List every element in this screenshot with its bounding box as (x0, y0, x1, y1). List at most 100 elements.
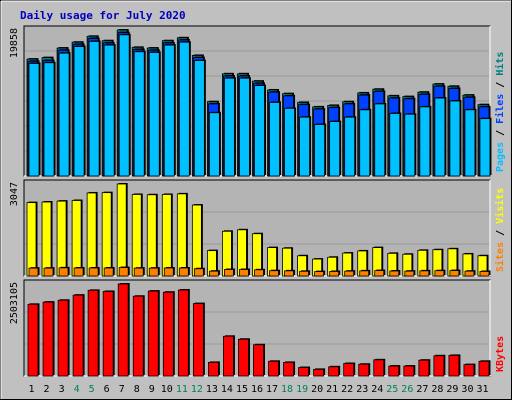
bar-pages (344, 116, 356, 177)
bar-sites (434, 270, 445, 277)
bar-visits (26, 202, 37, 277)
bar-sites (269, 270, 279, 277)
bar-sites (178, 267, 189, 277)
bar-kbytes (177, 289, 189, 377)
x-tick-label: 24 (371, 384, 383, 395)
legend-item-files: Files (494, 94, 506, 124)
bar-sites (449, 270, 460, 277)
bar-kbytes (478, 360, 490, 377)
x-tick-label: 12 (191, 384, 203, 395)
x-tick-label: 14 (221, 384, 233, 395)
bar-sites (103, 267, 114, 277)
bar-sites (163, 267, 174, 277)
bar-kbytes (207, 362, 219, 377)
bar-pages (88, 41, 100, 177)
bar-kbytes (403, 365, 415, 377)
bar-kbytes (238, 338, 249, 377)
bar-sites (148, 267, 159, 277)
bar-kbytes (358, 363, 370, 377)
x-tick-label: 1 (29, 384, 35, 395)
bar-sites (374, 270, 385, 277)
bar-sites (404, 270, 415, 277)
x-tick-label: 10 (161, 384, 173, 395)
x-tick-label: 13 (206, 384, 218, 395)
x-tick-label: 7 (119, 384, 125, 395)
bar-sites (133, 267, 144, 277)
x-tick-label: 8 (134, 384, 140, 395)
bar-pages (359, 109, 371, 177)
bar-pages (43, 62, 55, 177)
bar-sites (28, 267, 39, 277)
x-tick-label: 4 (74, 384, 80, 395)
legend-separator: / (495, 224, 506, 242)
bar-kbytes (343, 363, 355, 377)
x-tick-label: 15 (236, 384, 248, 395)
bar-kbytes (388, 365, 400, 377)
x-tick-label: 25 (386, 384, 398, 395)
chart-title: Daily usage for July 2020 (20, 9, 186, 22)
bar-sites (284, 270, 294, 277)
bar-pages (28, 63, 40, 177)
legends: Pages / Files / Hits Sites / Visits KBytes (494, 52, 506, 372)
legend-item-visits: Visits (494, 188, 506, 224)
bar-sites (314, 271, 325, 277)
bar-visits (176, 193, 187, 277)
bar-kbytes (192, 303, 204, 377)
x-tick-label: 29 (446, 384, 458, 395)
bar-kbytes (448, 355, 460, 377)
x-tick-label: 19 (296, 384, 308, 395)
legend-item-kbytes: KBytes (495, 336, 506, 372)
bar-sites (329, 271, 340, 277)
bar-sites (254, 269, 264, 277)
bar-kbytes (72, 294, 84, 377)
x-tick-label: 17 (266, 384, 278, 395)
x-tick-label: 5 (89, 384, 95, 395)
x-tick-label: 26 (401, 384, 413, 395)
bar-kbytes (42, 301, 54, 377)
bar-kbytes (328, 366, 340, 377)
bar-sites (73, 267, 84, 277)
bar-pages (224, 77, 235, 177)
bar-sites (464, 270, 475, 277)
bar-kbytes (313, 368, 325, 377)
bar-pages (133, 51, 145, 177)
bar-visits (41, 201, 52, 277)
x-tick-label: 22 (341, 384, 353, 395)
x-tick-label: 30 (461, 384, 473, 395)
legend-hits-files-pages: Pages / Files / Hits (494, 52, 506, 172)
legend-visits-sites: Sites / Visits (494, 188, 506, 272)
bar-kbytes (283, 362, 294, 377)
bar-visits (191, 204, 202, 277)
x-tick-label: 9 (149, 384, 155, 395)
bar-visits (101, 192, 112, 277)
x-tick-label: 16 (251, 384, 263, 395)
bar-kbytes (298, 367, 309, 377)
bar-sites (344, 270, 355, 277)
bar-kbytes (433, 355, 445, 377)
x-tick-label: 11 (176, 384, 188, 395)
x-tick-label: 20 (311, 384, 323, 395)
bar-pages (269, 102, 280, 177)
bar-kbytes (253, 344, 264, 377)
bar-sites (193, 268, 204, 277)
bar-pages (118, 34, 130, 177)
bar-pages (208, 112, 220, 177)
bar-visits (116, 183, 127, 277)
x-tick-label: 18 (281, 384, 293, 395)
y-max-label-visits-sites: 3047 (9, 182, 20, 206)
y-max-label-kbytes: 2503105 (9, 282, 20, 324)
bar-pages (449, 100, 461, 177)
bar-pages (329, 121, 341, 177)
bar-visits (56, 200, 67, 277)
bar-pages (163, 44, 175, 177)
bar-pages (404, 113, 416, 177)
bar-kbytes (418, 359, 430, 377)
legend-kbytes: KBytes (495, 336, 506, 372)
bar-sites (389, 270, 400, 277)
legend-item-hits: Hits (494, 52, 506, 76)
y-max-label-hits-files-pages: 19858 (9, 28, 20, 58)
x-tick-label: 3 (59, 384, 65, 395)
